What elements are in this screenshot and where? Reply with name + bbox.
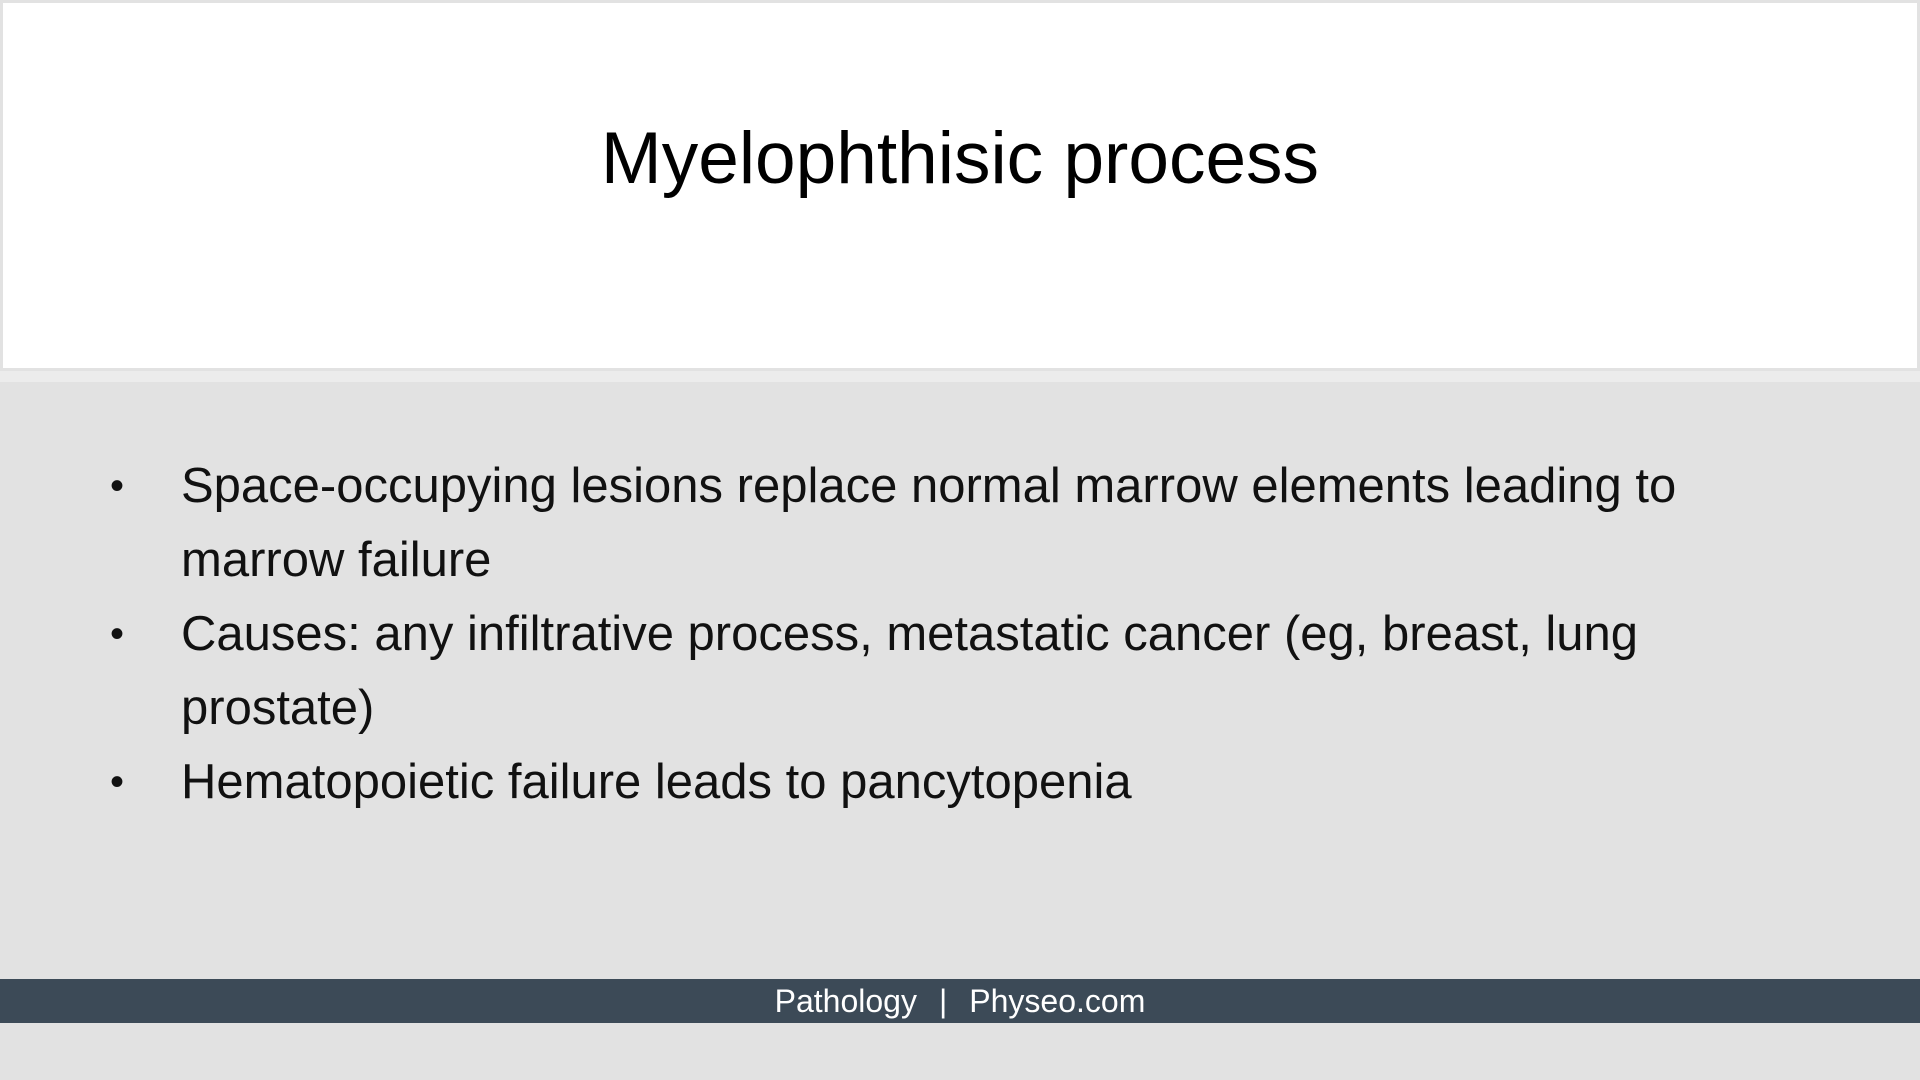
bullet-icon: •	[110, 612, 125, 656]
bullet-item: • Hematopoietic failure leads to pancyto…	[110, 745, 1830, 819]
bullet-item: • Causes: any infiltrative process, meta…	[110, 597, 1830, 745]
bullet-icon: •	[110, 760, 125, 804]
title-separator	[0, 371, 1920, 382]
footer-site: Physeo.com	[969, 983, 1146, 1019]
title-box: Myelophthisic process	[0, 0, 1920, 371]
bullet-text: Causes: any infiltrative process, metast…	[181, 607, 1639, 735]
bullet-text: Space-occupying lesions replace normal m…	[181, 459, 1677, 587]
bullet-item: • Space-occupying lesions replace normal…	[110, 449, 1830, 597]
footer-bar: Pathology | Physeo.com	[0, 979, 1920, 1023]
bullet-icon: •	[110, 464, 125, 508]
footer-separator: |	[938, 983, 948, 1019]
slide-title: Myelophthisic process	[600, 118, 1320, 199]
bullet-text: Hematopoietic failure leads to pancytope…	[181, 755, 1132, 809]
footer-subject: Pathology	[774, 983, 917, 1019]
bullet-list: • Space-occupying lesions replace normal…	[110, 449, 1830, 819]
